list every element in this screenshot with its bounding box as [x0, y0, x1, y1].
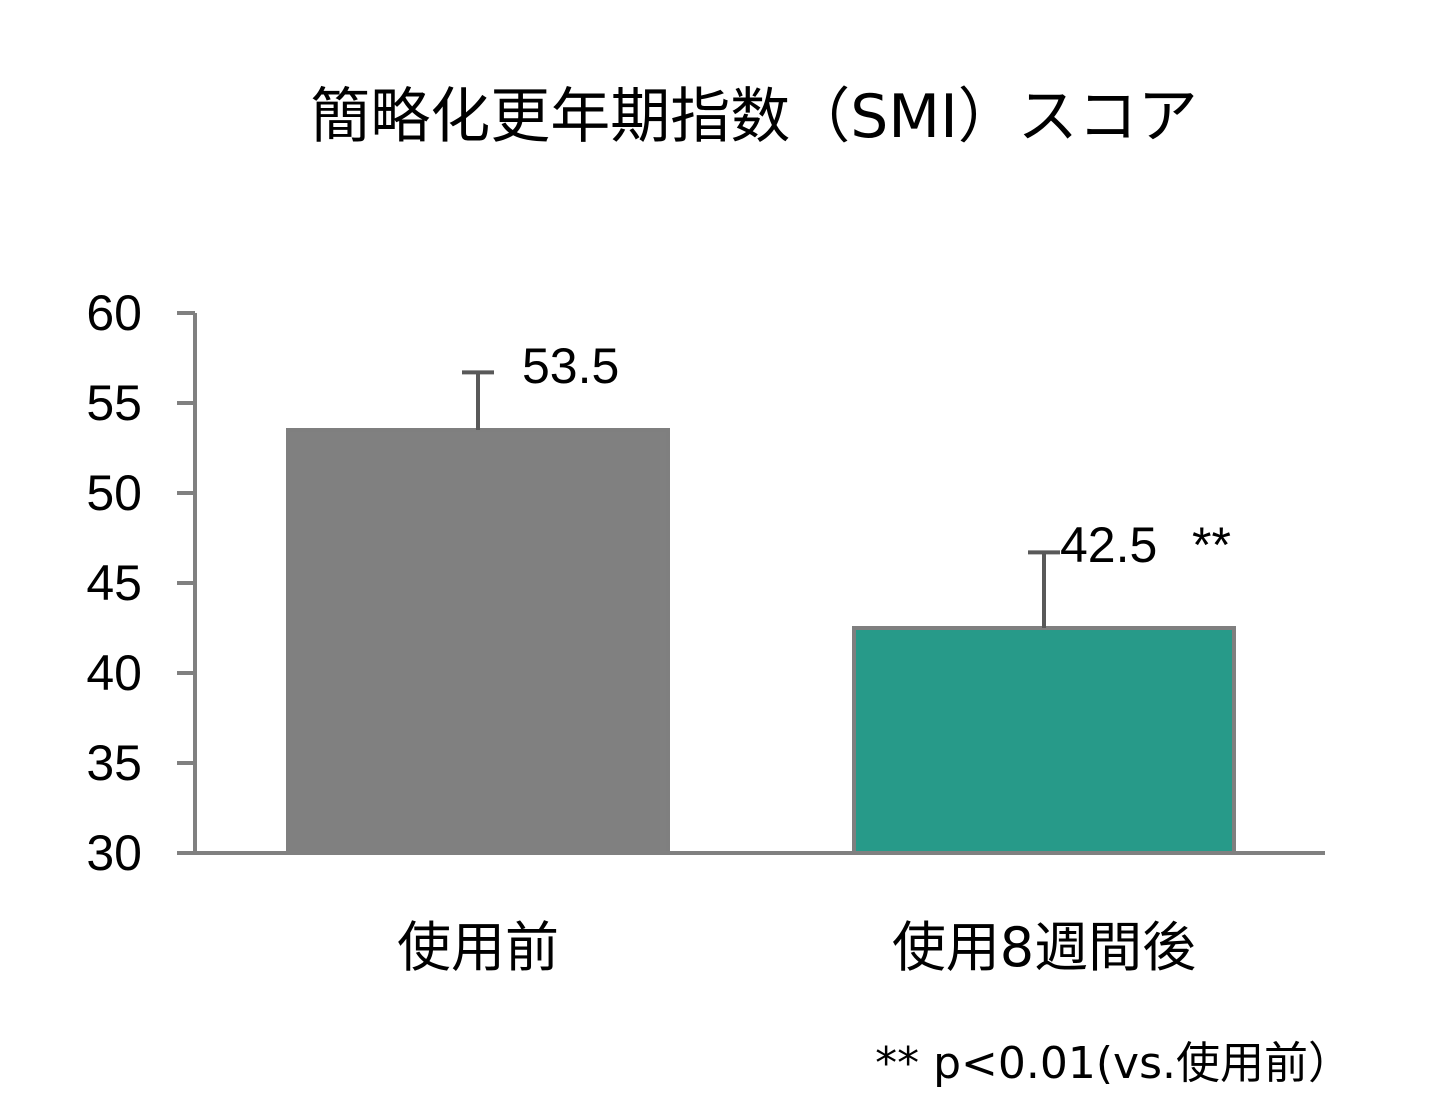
- significance-note: ** p<0.01(vs.使用前）: [875, 1038, 1352, 1089]
- bar-1: [286, 428, 670, 855]
- y-tick-label-45: 45: [86, 555, 142, 611]
- y-tick-label-40: 40: [86, 645, 142, 701]
- error-bars-layer: [462, 370, 1060, 628]
- category-label-1: 使用前: [397, 916, 559, 979]
- y-tick-label-55: 55: [86, 375, 142, 431]
- category-labels-layer: 使用前 使用8週間後: [397, 916, 1196, 979]
- value-label-2: 42.5: [1060, 517, 1157, 573]
- chart-title: 簡略化更年期指数（SMI）スコア: [310, 82, 1198, 152]
- y-tick-label-50: 50: [86, 465, 142, 521]
- y-ticks-layer: 30 35 40 45 50 55 60: [86, 285, 195, 881]
- bar-2: [852, 626, 1236, 855]
- value-label-1: 53.5: [522, 338, 619, 394]
- bars-layer: [286, 428, 1236, 855]
- value-labels-layer: 53.5 42.5 **: [522, 338, 1231, 573]
- y-tick-label-30: 30: [86, 825, 142, 881]
- y-tick-label-60: 60: [86, 285, 142, 341]
- category-label-2: 使用8週間後: [892, 916, 1196, 979]
- significance-mark-2: **: [1192, 517, 1231, 573]
- y-tick-label-35: 35: [86, 735, 142, 791]
